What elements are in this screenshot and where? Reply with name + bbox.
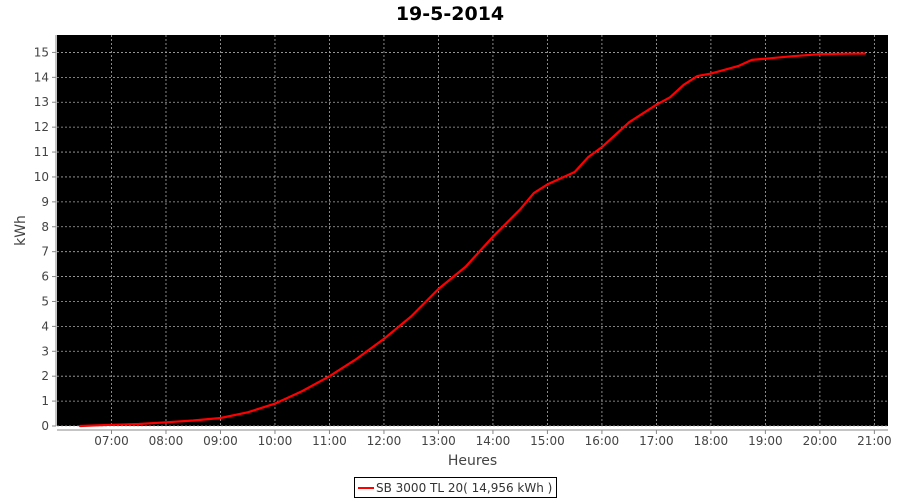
x-axis-label: Heures — [448, 453, 497, 469]
data-point — [464, 265, 467, 268]
chart-title: 19-5-2014 — [395, 3, 505, 25]
x-tick-label: 18:00 — [694, 434, 729, 448]
data-point — [682, 83, 685, 86]
data-point — [246, 411, 249, 414]
x-tick-label: 12:00 — [367, 434, 402, 448]
data-point — [764, 57, 767, 60]
data-point — [573, 171, 576, 173]
x-tick-label: 20:00 — [803, 434, 838, 448]
x-tick-label: 16:00 — [585, 434, 620, 448]
x-tick-label: 19:00 — [748, 434, 783, 448]
data-point — [492, 235, 494, 238]
y-tick-label: 13 — [34, 95, 49, 109]
x-tick-label: 09:00 — [203, 434, 238, 448]
data-point — [791, 55, 794, 58]
data-point — [301, 390, 304, 393]
data-point — [165, 421, 167, 424]
data-point — [383, 337, 385, 340]
data-point — [846, 52, 849, 55]
y-tick-label: 15 — [34, 45, 49, 59]
y-tick-label: 6 — [41, 270, 49, 284]
y-tick-label: 1 — [41, 394, 49, 408]
legend-swatch — [358, 486, 374, 489]
data-point — [864, 52, 867, 55]
x-tick-label: 13:00 — [421, 434, 456, 448]
y-tick-label: 9 — [41, 195, 49, 209]
data-point — [737, 65, 740, 68]
data-point — [137, 423, 140, 425]
data-point — [355, 357, 358, 360]
y-tick-label: 4 — [41, 319, 49, 333]
y-tick-label: 2 — [41, 369, 49, 383]
x-tick-label: 15:00 — [530, 434, 565, 448]
data-point — [519, 208, 522, 211]
grid — [57, 35, 888, 427]
data-point — [219, 417, 222, 419]
data-point — [710, 72, 712, 75]
data-point — [669, 96, 671, 99]
y-tick-label: 8 — [41, 220, 49, 234]
data-point — [410, 315, 413, 318]
data-point — [696, 75, 699, 77]
data-point — [546, 183, 549, 186]
y-tick-label: 14 — [34, 70, 49, 84]
y-tick-label: 11 — [34, 145, 49, 159]
data-point — [628, 121, 631, 124]
y-tick-label: 12 — [34, 120, 49, 134]
legend-label: SB 3000 TL 20( 14,956 kWh ) — [376, 480, 553, 495]
data-point — [192, 419, 195, 422]
x-tick-label: 11:00 — [312, 434, 347, 448]
legend: SB 3000 TL 20( 14,956 kWh ) — [354, 477, 558, 498]
y-tick-label: 3 — [41, 344, 49, 358]
data-point — [328, 375, 331, 378]
data-point — [437, 288, 440, 290]
x-tick-label: 17:00 — [639, 434, 674, 448]
data-point — [750, 59, 753, 61]
y-tick-label: 10 — [34, 170, 49, 184]
y-tick-label: 5 — [41, 294, 49, 308]
y-axis-label: kWh — [13, 215, 29, 246]
plot-area — [57, 35, 888, 426]
x-tick-label: 08:00 — [149, 434, 184, 448]
data-point — [78, 425, 81, 427]
x-tick-label: 07:00 — [94, 434, 129, 448]
data-point — [532, 192, 535, 195]
y-tick-label: 0 — [41, 419, 49, 433]
y-tick-label: 7 — [41, 245, 49, 259]
x-tick-label: 21:00 — [857, 434, 892, 448]
data-point — [587, 156, 590, 158]
data-point — [110, 423, 113, 426]
data-point — [274, 402, 276, 405]
x-tick-label: 14:00 — [476, 434, 511, 448]
series — [78, 52, 867, 428]
x-tick-label: 10:00 — [258, 434, 293, 448]
data-point — [655, 103, 658, 106]
data-point — [601, 146, 603, 148]
data-point — [818, 53, 821, 56]
